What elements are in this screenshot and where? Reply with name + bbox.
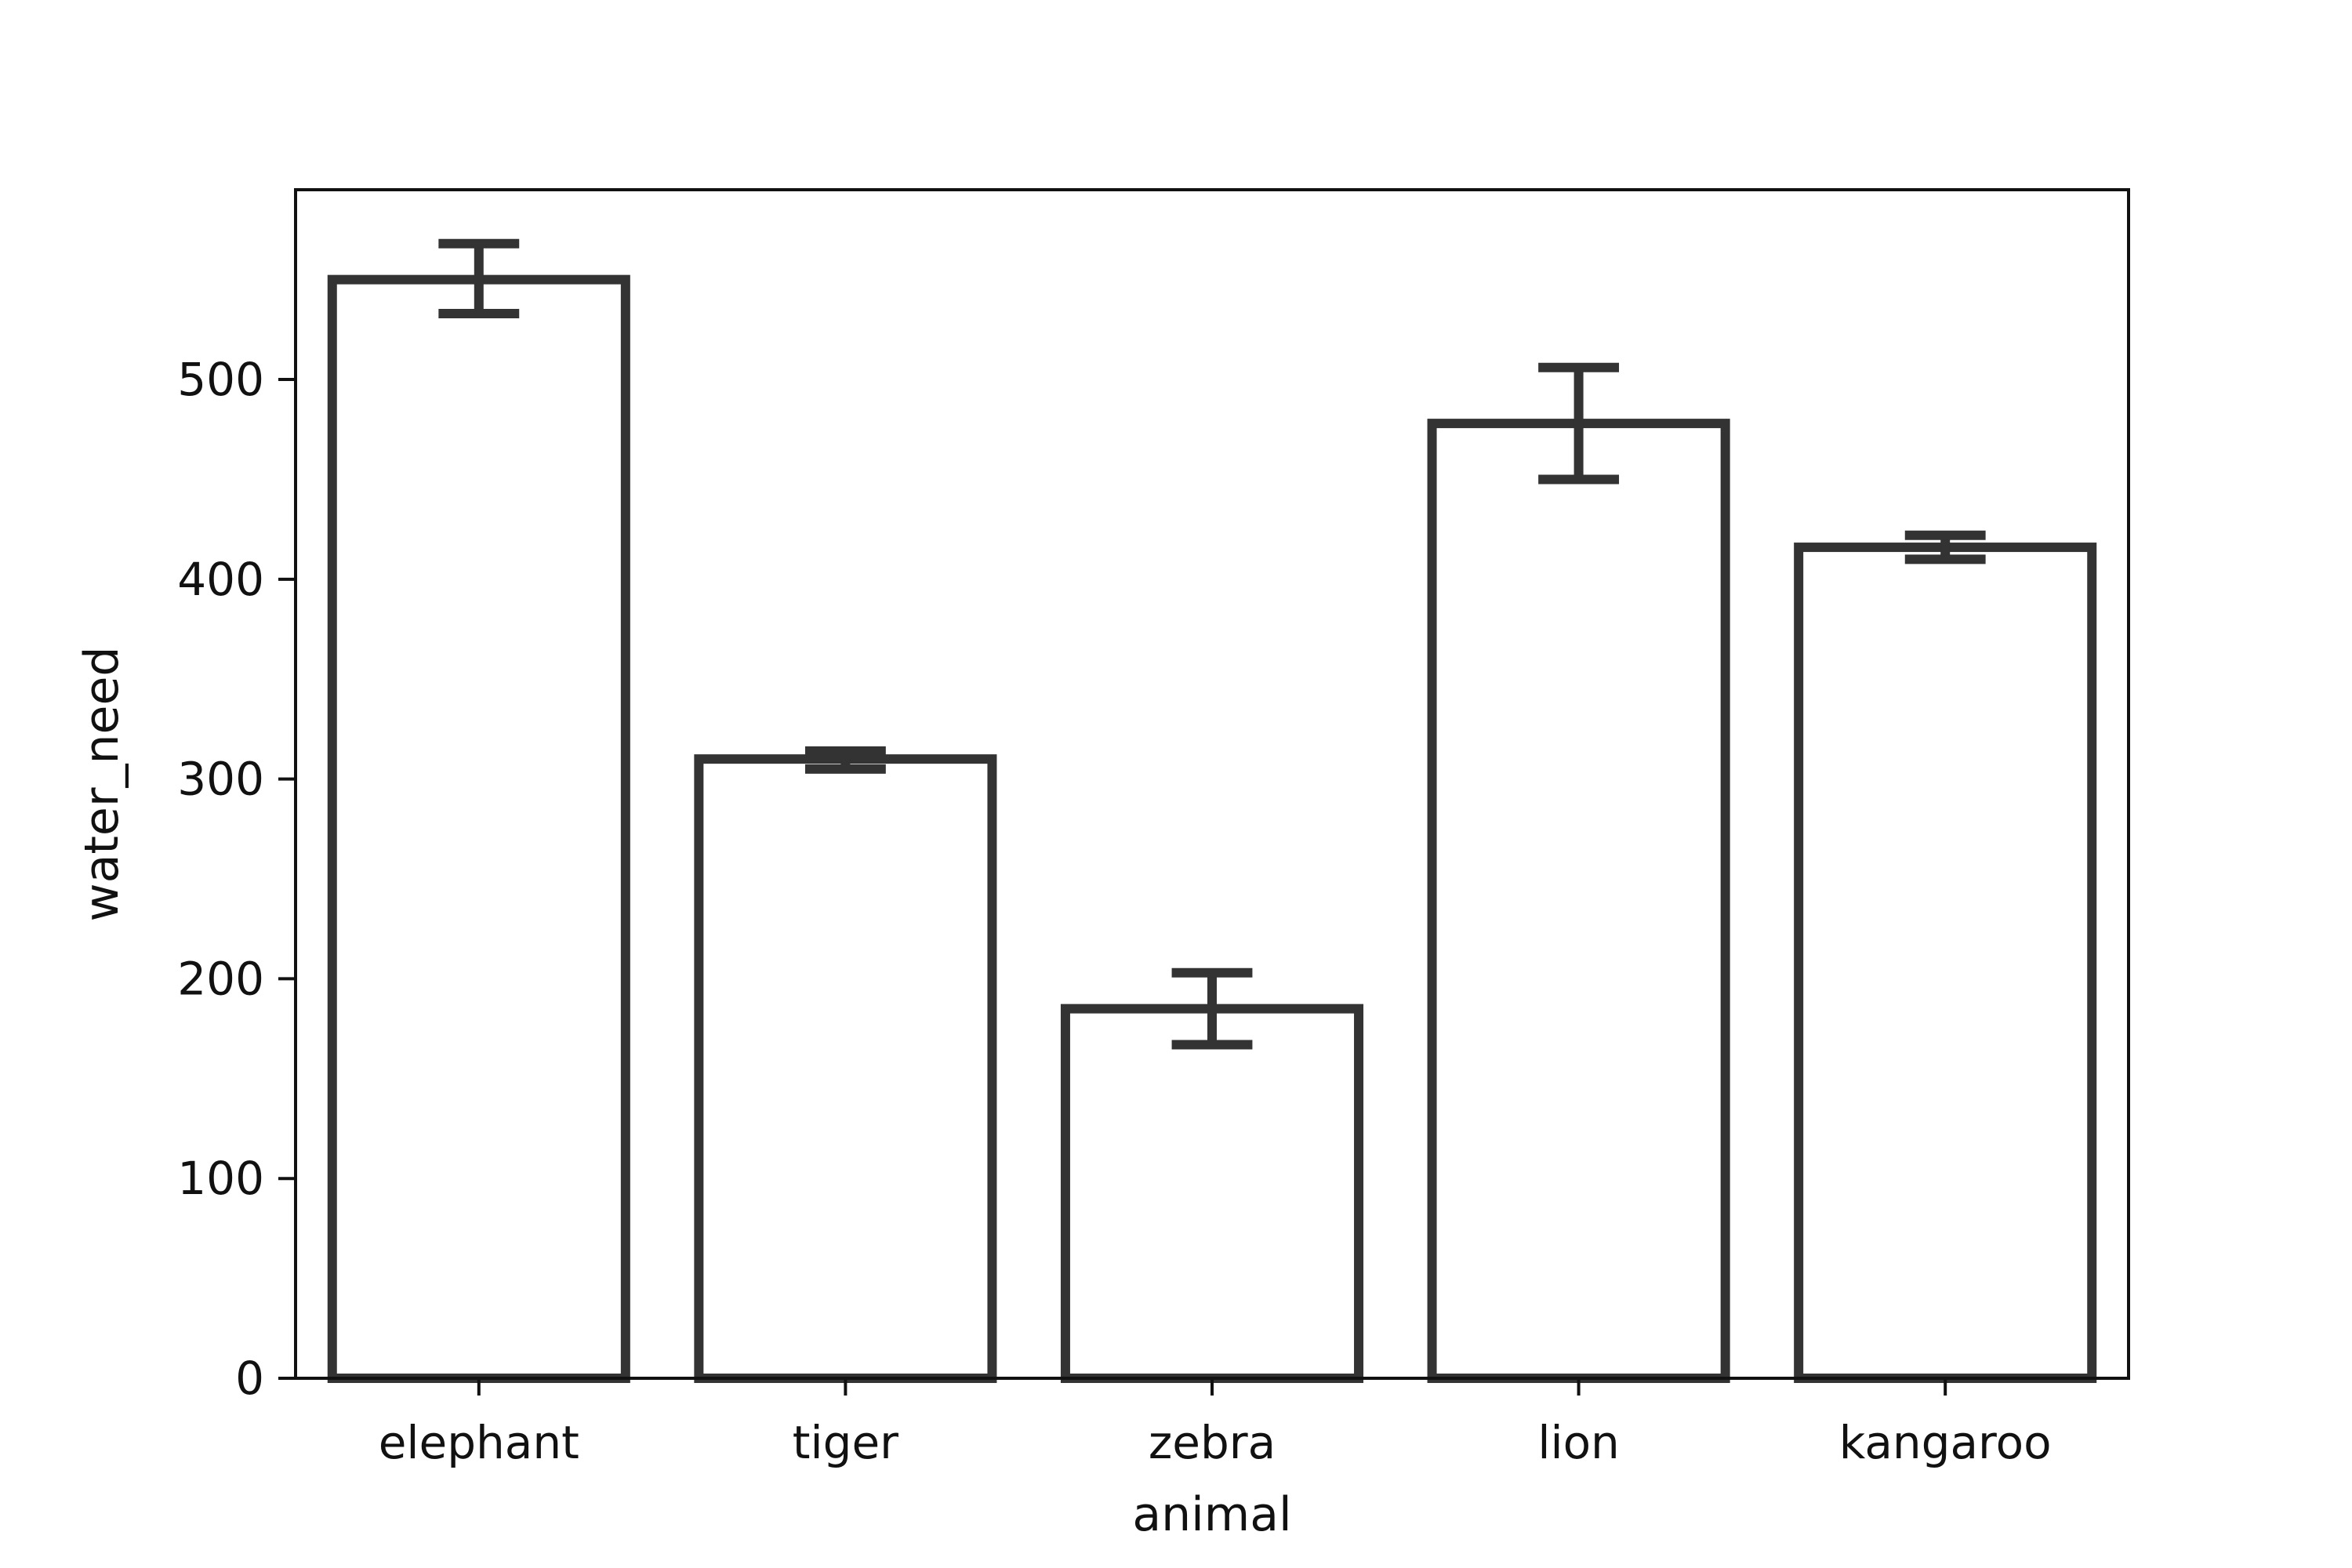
y-tick-label-0: 0 [235, 1352, 264, 1405]
x-tick-label-tiger: tiger [793, 1416, 898, 1469]
y-tick-label-400: 400 [177, 553, 264, 606]
x-axis-title: animal [1132, 1487, 1291, 1542]
y-axis-title: water_need [74, 647, 129, 922]
bar-tiger [694, 754, 997, 1383]
y-tick-label-200: 200 [177, 952, 264, 1005]
error-bar-tiger [804, 746, 886, 774]
error-bars-layer [438, 238, 1986, 1050]
y-tick-label-300: 300 [177, 753, 264, 806]
y-tick-label-100: 100 [177, 1152, 264, 1205]
bar-elephant [327, 274, 630, 1383]
bar-kangaroo [1794, 543, 2097, 1383]
error-bar-lion [1538, 362, 1620, 485]
error-bar-kangaroo [1904, 530, 1986, 564]
error-bar-zebra [1171, 967, 1253, 1050]
x-tick-label-kangaroo: kangaroo [1839, 1416, 2052, 1469]
error-bar-elephant [438, 238, 520, 318]
x-tick-label-zebra: zebra [1149, 1416, 1276, 1469]
bar-lion [1427, 419, 1730, 1383]
y-tick-label-500: 500 [177, 353, 264, 406]
y-axis-ticks: 0 100 200 300 400 500 [177, 353, 296, 1405]
bars-layer [327, 274, 2097, 1384]
x-axis-ticks: elephant tiger zebra lion kangaroo [379, 1378, 2052, 1469]
x-tick-label-lion: lion [1537, 1416, 1619, 1469]
bar-zebra [1060, 1004, 1364, 1384]
x-tick-label-elephant: elephant [379, 1416, 579, 1469]
